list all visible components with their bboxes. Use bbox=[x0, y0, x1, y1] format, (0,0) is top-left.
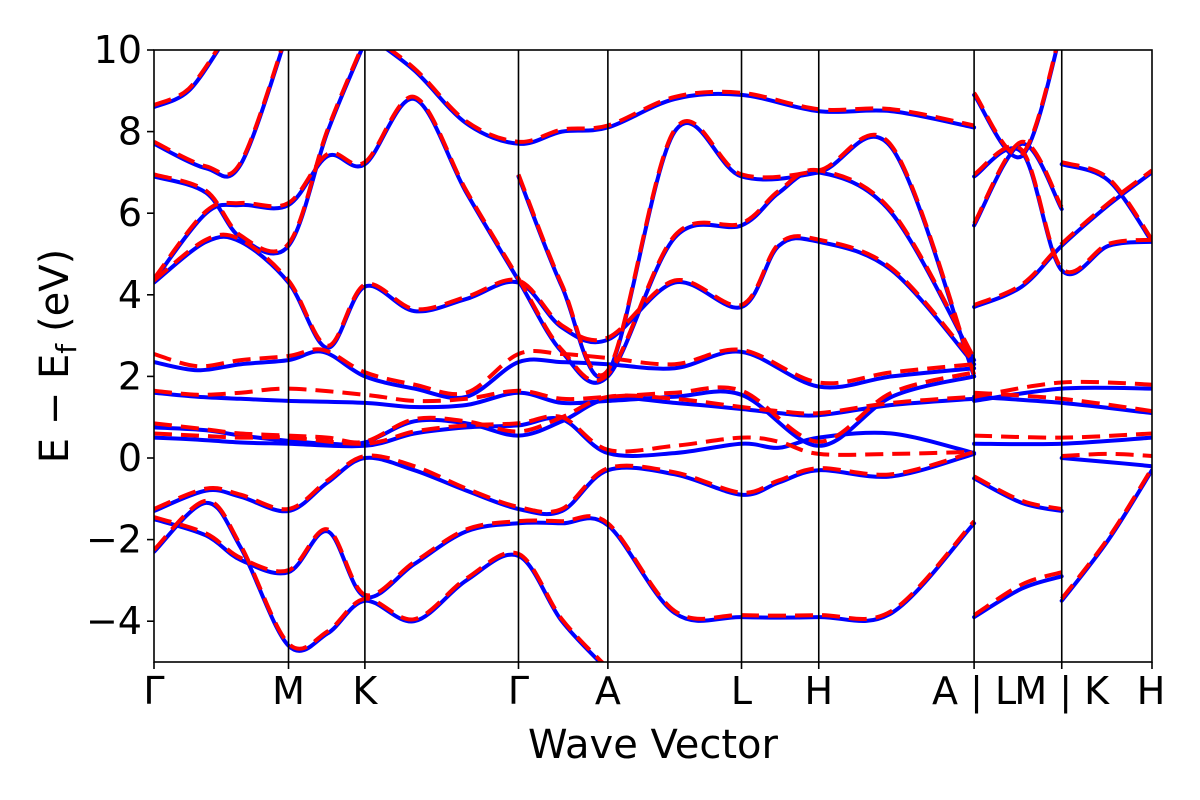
blue-solid-band-9 bbox=[154, 50, 364, 256]
blue-solid-band-18 bbox=[972, 574, 1064, 620]
x-axis-title: Wave Vector bbox=[528, 722, 779, 768]
blue-solid-band-10 bbox=[154, 50, 284, 179]
red-dashed-band-7 bbox=[154, 232, 976, 364]
blue-solid-band-1 bbox=[154, 416, 977, 458]
blue-solid-band-23 bbox=[1059, 456, 1152, 469]
red-dashed-band-22 bbox=[972, 50, 1058, 158]
blue-solid-band-4 bbox=[154, 451, 977, 517]
x-tick-label-0: Γ bbox=[143, 669, 164, 713]
y-tick-label-5: 6 bbox=[118, 191, 142, 235]
x-tick-label-8: M | K bbox=[1014, 669, 1110, 714]
x-tick-label-5: L bbox=[731, 669, 752, 713]
y-axis-title-sub: f bbox=[50, 343, 83, 354]
x-tick-label-1: M bbox=[272, 669, 305, 713]
x-tick-label-3: Γ bbox=[508, 669, 529, 713]
blue-solid-band-24 bbox=[1059, 468, 1152, 603]
blue-solid-band-3 bbox=[154, 349, 977, 400]
red-dashed-band-12 bbox=[387, 50, 975, 144]
blue-solid-band-6 bbox=[154, 500, 603, 662]
y-tick-label-2: 0 bbox=[118, 436, 142, 480]
x-tick-label-9: H bbox=[1137, 669, 1166, 713]
y-tick-label-4: 4 bbox=[118, 273, 142, 317]
x-tick-label-4: A bbox=[595, 669, 621, 713]
red-dashed-band-0 bbox=[154, 393, 975, 445]
red-dashed-band-3 bbox=[154, 347, 975, 397]
red-dashed-band-1 bbox=[154, 414, 975, 457]
y-axis-title-unit: (eV) bbox=[32, 249, 78, 332]
red-dashed-band-4 bbox=[154, 449, 975, 515]
red-dashed-band-5 bbox=[154, 514, 976, 621]
red-dashed-band-23 bbox=[1061, 451, 1152, 458]
red-dashed-band-8 bbox=[154, 94, 976, 383]
x-tick-label-7: A | L bbox=[932, 669, 1016, 714]
y-tick-label-7: 10 bbox=[94, 28, 142, 72]
red-dashed-band-6 bbox=[154, 498, 605, 662]
red-dashed-band-19 bbox=[973, 168, 1152, 307]
red-dashed-band-9 bbox=[154, 50, 363, 254]
blue-solid-band-22 bbox=[972, 50, 1059, 160]
y-axis-ticks: −4 −2 0 2 4 6 8 10 bbox=[86, 28, 154, 643]
y-axis-title: E − Ef (eV) bbox=[32, 249, 83, 464]
red-dashed-band-13 bbox=[516, 119, 976, 378]
y-axis-title-main: E − E bbox=[32, 354, 78, 464]
red-dashed-band-20 bbox=[972, 139, 1064, 225]
x-axis-ticks: Γ M K Γ A L H A | LM | K H bbox=[143, 662, 1165, 714]
red-dashed-band-24 bbox=[1060, 467, 1152, 601]
x-tick-label-6: H bbox=[804, 669, 833, 713]
y-tick-label-6: 8 bbox=[118, 110, 142, 154]
red-dashed-band-11 bbox=[154, 50, 220, 107]
blue-solid-band-7 bbox=[154, 234, 977, 367]
red-dashed-band-18 bbox=[973, 570, 1063, 617]
y-tick-label-0: −4 bbox=[86, 599, 142, 643]
blue-solid-band-0 bbox=[154, 395, 977, 447]
plot-frame bbox=[153, 49, 1153, 663]
red-dashed-band-10 bbox=[154, 50, 284, 177]
red-dashed-band-14 bbox=[974, 431, 1152, 440]
red-dashed-band-25 bbox=[1061, 160, 1152, 241]
bands-layer bbox=[154, 50, 1152, 662]
x-tick-label-2: K bbox=[352, 669, 378, 713]
kpoint-lines bbox=[287, 50, 1063, 662]
blue-solid-band-8 bbox=[154, 96, 977, 385]
y-tick-label-3: 2 bbox=[118, 354, 142, 398]
blue-solid-band-11 bbox=[154, 50, 221, 110]
red-dashed-band-21 bbox=[972, 144, 1152, 275]
y-tick-label-1: −2 bbox=[86, 518, 142, 562]
red-dashed-band-17 bbox=[973, 474, 1063, 511]
